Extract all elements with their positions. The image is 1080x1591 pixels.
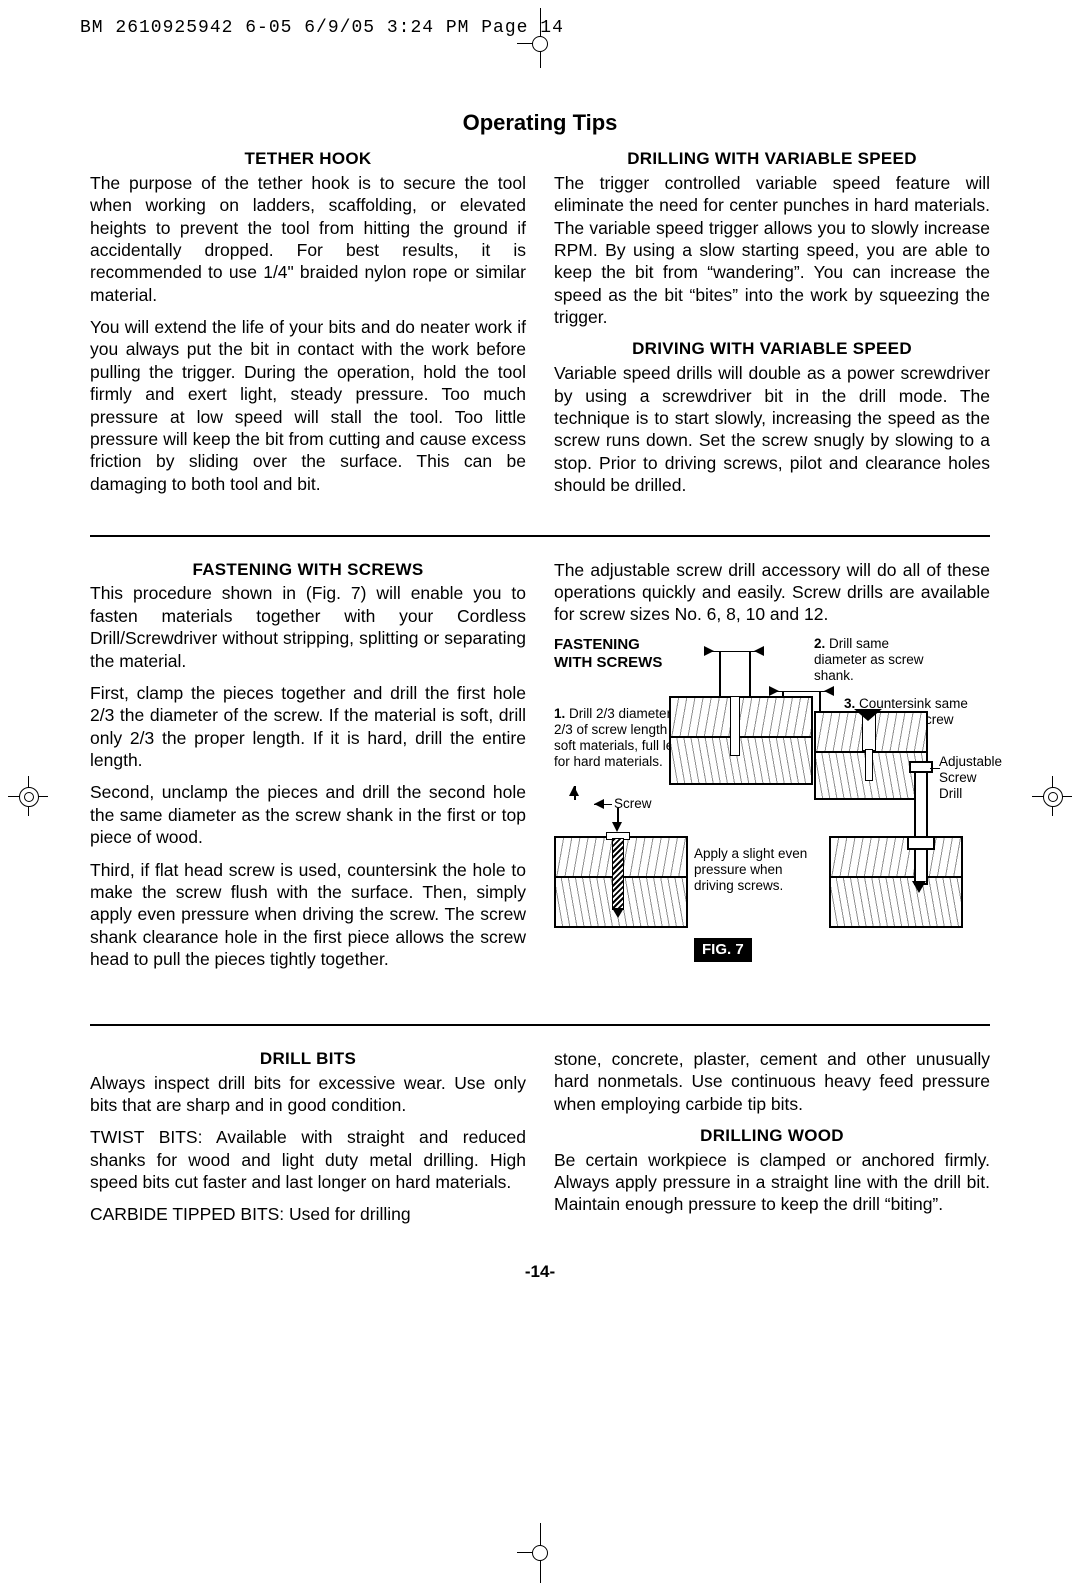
heading-drilling-vs: DRILLING WITH VARIABLE SPEED bbox=[554, 148, 990, 170]
figure-label: FIG. 7 bbox=[694, 938, 752, 962]
label-screw: Screw bbox=[614, 796, 652, 812]
manual-page: BM 2610925942 6-05 6/9/05 3:24 PM Page 1… bbox=[0, 0, 1080, 1591]
heading-driving-vs: DRIVING WITH VARIABLE SPEED bbox=[554, 338, 990, 360]
callout-num: 2. bbox=[814, 636, 825, 651]
heading-drill-bits: DRILL BITS bbox=[90, 1048, 526, 1070]
wood-piece bbox=[829, 836, 963, 878]
label-apply: Apply a slight even pressure when drivin… bbox=[694, 846, 809, 895]
register-mark-left bbox=[8, 776, 48, 816]
section-operating-tips: TETHER HOOK The purpose of the tether ho… bbox=[90, 148, 990, 507]
col-right: The adjustable screw drill accessory wil… bbox=[554, 559, 990, 996]
divider bbox=[90, 1024, 990, 1026]
para: Second, unclamp the pieces and drill the… bbox=[90, 781, 526, 848]
col-right: stone, concrete, plaster, cement and oth… bbox=[554, 1048, 990, 1236]
para: You will extend the life of your bits an… bbox=[90, 316, 526, 495]
para: The adjustable screw drill accessory wil… bbox=[554, 559, 990, 626]
register-mark-right bbox=[1032, 776, 1072, 816]
divider bbox=[90, 535, 990, 537]
para: Always inspect drill bits for excessive … bbox=[90, 1072, 526, 1117]
label-adj-drill: Adjustable Screw Drill bbox=[939, 754, 999, 803]
para: TWIST BITS: Available with straight and … bbox=[90, 1126, 526, 1193]
col-left: TETHER HOOK The purpose of the tether ho… bbox=[90, 148, 526, 507]
para: CARBIDE TIPPED BITS: Used for drilling bbox=[90, 1203, 526, 1225]
heading-fastening: FASTENING WITH SCREWS bbox=[90, 559, 526, 581]
crop-mark-top bbox=[525, 8, 555, 68]
para: This procedure shown in (Fig. 7) will en… bbox=[90, 582, 526, 672]
crop-mark-bottom bbox=[525, 1523, 555, 1583]
section-drill-bits: DRILL BITS Always inspect drill bits for… bbox=[90, 1048, 990, 1236]
para: stone, concrete, plaster, cement and oth… bbox=[554, 1048, 990, 1115]
heading-tether-hook: TETHER HOOK bbox=[90, 148, 526, 170]
content: Operating Tips TETHER HOOK The purpose o… bbox=[90, 110, 990, 1282]
col-left: FASTENING WITH SCREWS This procedure sho… bbox=[90, 559, 526, 996]
para: First, clamp the pieces together and dri… bbox=[90, 682, 526, 772]
wood-piece bbox=[669, 736, 813, 785]
page-number: -14- bbox=[90, 1262, 990, 1282]
section-fastening: FASTENING WITH SCREWS This procedure sho… bbox=[90, 559, 990, 996]
callout-num: 1. bbox=[554, 706, 565, 721]
col-left: DRILL BITS Always inspect drill bits for… bbox=[90, 1048, 526, 1236]
para: The purpose of the tether hook is to sec… bbox=[90, 172, 526, 306]
figure-title: FASTENING WITH SCREWS bbox=[554, 636, 664, 672]
print-slug: BM 2610925942 6-05 6/9/05 3:24 PM Page 1… bbox=[80, 18, 564, 38]
heading-drilling-wood: DRILLING WOOD bbox=[554, 1125, 990, 1147]
para: Be certain workpiece is clamped or ancho… bbox=[554, 1149, 990, 1216]
page-title: Operating Tips bbox=[90, 110, 990, 136]
col-right: DRILLING WITH VARIABLE SPEED The trigger… bbox=[554, 148, 990, 507]
figure-7: FASTENING WITH SCREWS 2. Drill same diam… bbox=[554, 636, 990, 996]
wood-piece bbox=[669, 696, 813, 738]
para: Third, if flat head screw is used, count… bbox=[90, 859, 526, 971]
callout-2: 2. Drill same diameter as screw shank. bbox=[814, 636, 944, 685]
para: Variable speed drills will double as a p… bbox=[554, 362, 990, 496]
para: The trigger controlled variable speed fe… bbox=[554, 172, 990, 329]
callout-text: Drill same diameter as screw shank. bbox=[814, 636, 924, 683]
wood-piece bbox=[829, 876, 963, 928]
